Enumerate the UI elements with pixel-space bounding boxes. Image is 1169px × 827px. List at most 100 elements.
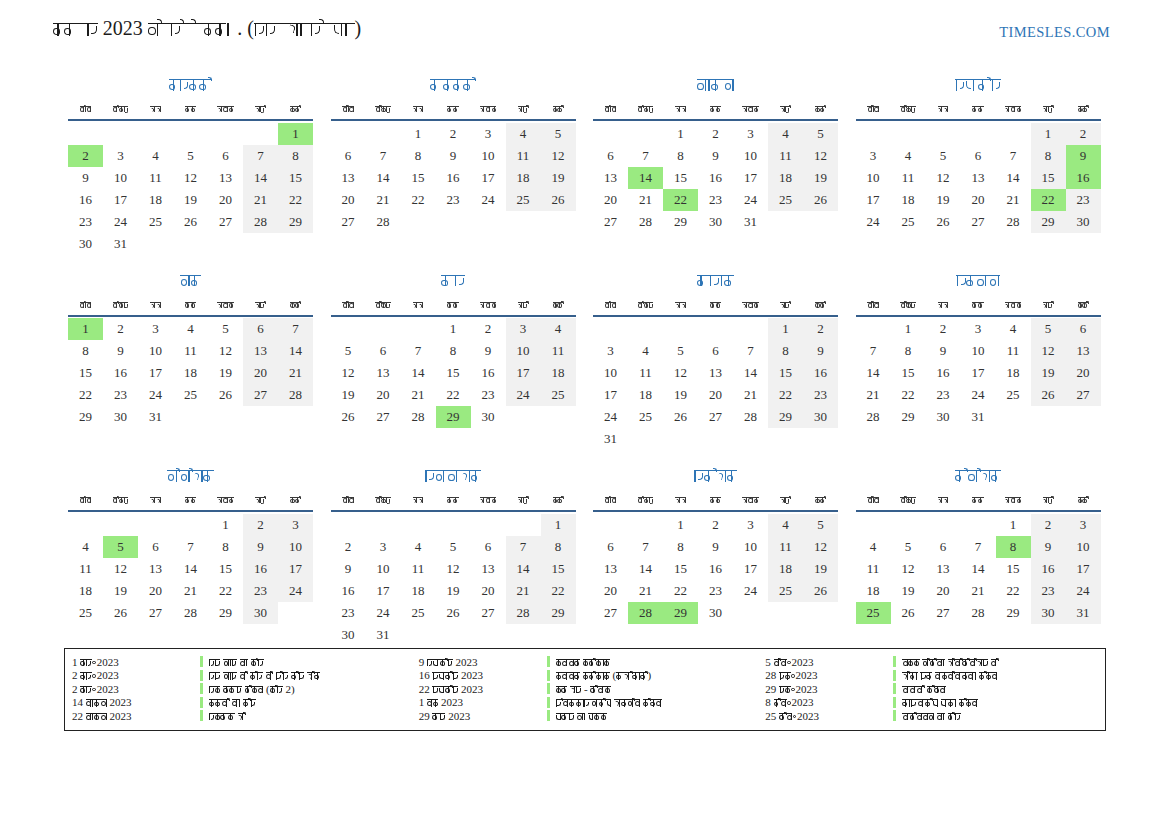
pseudo-devanagari-glyph	[681, 497, 686, 503]
pseudo-devanagari-glyph	[246, 672, 248, 679]
day-cell: 2	[1031, 514, 1066, 536]
day-cell: 21	[243, 189, 278, 211]
day-cell: 30	[243, 602, 278, 624]
empty-cell	[926, 514, 961, 536]
month-title	[331, 464, 576, 488]
day-cell: 16	[103, 362, 138, 384]
day-cell: 19	[541, 167, 576, 189]
weekday-header	[1031, 103, 1066, 116]
day-cell: 2	[1066, 123, 1101, 145]
day-cell: 30	[471, 406, 506, 428]
day-cell: 28	[366, 211, 401, 233]
pseudo-devanagari-glyph	[966, 275, 976, 286]
day-cell: 28	[243, 211, 278, 233]
pseudo-devanagari-glyph	[123, 106, 128, 112]
pseudo-devanagari-glyph	[874, 302, 879, 308]
pseudo-devanagari-glyph	[258, 686, 264, 693]
day-cell: 17	[733, 558, 768, 580]
day-cell: 18	[173, 362, 208, 384]
day-cell: 6	[208, 145, 243, 167]
day-cell: 25	[506, 189, 541, 211]
pseudo-devanagari-glyph	[276, 23, 287, 36]
day-cell: 5	[1031, 318, 1066, 340]
day-cell: 9	[698, 145, 733, 167]
weekday-header	[996, 299, 1031, 312]
pseudo-devanagari-glyph	[180, 275, 190, 286]
legend-column: 5 2023 28 2023 29 2023 8 2023 25 2023	[758, 655, 1105, 730]
pseudo-devanagari-glyph	[724, 79, 734, 90]
day-cell: 21	[401, 384, 436, 406]
weekday-header	[663, 299, 698, 312]
pseudo-devanagari-glyph	[648, 302, 653, 308]
weekday-header-row	[68, 494, 313, 512]
empty-cell	[733, 428, 768, 450]
empty-cell	[103, 123, 138, 145]
pseudo-devanagari-glyph	[527, 497, 528, 503]
pseudo-devanagari-glyph	[791, 672, 793, 679]
days-grid: 1234567891011121314151617181920212223242…	[593, 514, 838, 624]
weekday-header	[173, 103, 208, 116]
weekday-header	[208, 299, 243, 312]
day-cell: 24	[138, 384, 173, 406]
weekday-header	[1066, 103, 1101, 116]
day-cell: 20	[1066, 362, 1101, 384]
legend-date: 1 2023	[419, 696, 547, 708]
day-cell: 30	[926, 406, 961, 428]
pseudo-devanagari-glyph	[92, 672, 94, 679]
day-cell: 1	[1031, 123, 1066, 145]
day-cell: 1	[541, 514, 576, 536]
pseudo-devanagari-glyph	[611, 497, 616, 503]
pseudo-devanagari-glyph	[170, 23, 181, 36]
day-cell: 28	[173, 602, 208, 624]
pseudo-devanagari-glyph	[53, 23, 64, 36]
weekday-header	[471, 103, 506, 116]
pseudo-devanagari-glyph	[386, 106, 391, 112]
legend-entry: 29 2023	[765, 682, 1105, 696]
day-cell: 27	[698, 406, 733, 428]
day-cell: 6	[593, 536, 628, 558]
pseudo-devanagari-glyph	[923, 686, 925, 693]
pseudo-devanagari-glyph	[236, 686, 242, 693]
day-cell: 17	[856, 189, 891, 211]
pseudo-devanagari-glyph	[238, 699, 240, 706]
site-link[interactable]: TIMESLES.COM	[999, 24, 1110, 41]
day-cell: 25	[891, 211, 926, 233]
weekday-header	[138, 494, 173, 507]
pseudo-devanagari-glyph	[942, 713, 944, 720]
day-cell: 16	[1066, 167, 1101, 189]
day-cell: 27	[366, 406, 401, 428]
weekday-header-row	[331, 299, 576, 317]
day-cell: 13	[926, 558, 961, 580]
day-cell: 21	[733, 384, 768, 406]
pseudo-devanagari-glyph	[944, 497, 949, 503]
empty-cell	[803, 602, 838, 624]
empty-cell	[768, 602, 803, 624]
day-cell: 19	[803, 167, 838, 189]
day-cell: 15	[996, 558, 1031, 580]
holiday-marker-bar	[200, 656, 203, 667]
weekday-header	[506, 494, 541, 507]
month-title	[331, 73, 576, 97]
pseudo-devanagari-glyph	[203, 470, 213, 481]
day-cell: 30	[803, 406, 838, 428]
day-cell: 8	[768, 340, 803, 362]
pseudo-devanagari-glyph	[156, 302, 161, 308]
day-cell: 3	[856, 145, 891, 167]
pseudo-devanagari-glyph	[955, 713, 961, 720]
month-title	[68, 269, 313, 293]
weekday-header	[628, 299, 663, 312]
pseudo-devanagari-glyph	[977, 275, 987, 286]
day-cell: 12	[803, 145, 838, 167]
day-cell: 5	[208, 318, 243, 340]
month-february: 1234567891011121314151617181920212223242…	[331, 73, 576, 269]
pseudo-devanagari-glyph	[787, 699, 789, 706]
weekday-header	[856, 103, 891, 116]
day-cell: 29	[768, 406, 803, 428]
day-cell: 10	[593, 362, 628, 384]
pseudo-devanagari-glyph	[349, 302, 354, 308]
day-cell: 28	[506, 602, 541, 624]
empty-cell	[506, 406, 541, 428]
day-cell: 1	[208, 514, 243, 536]
legend-entry: 2 2023 ( 2)	[72, 682, 412, 696]
pseudo-devanagari-glyph	[648, 106, 653, 112]
